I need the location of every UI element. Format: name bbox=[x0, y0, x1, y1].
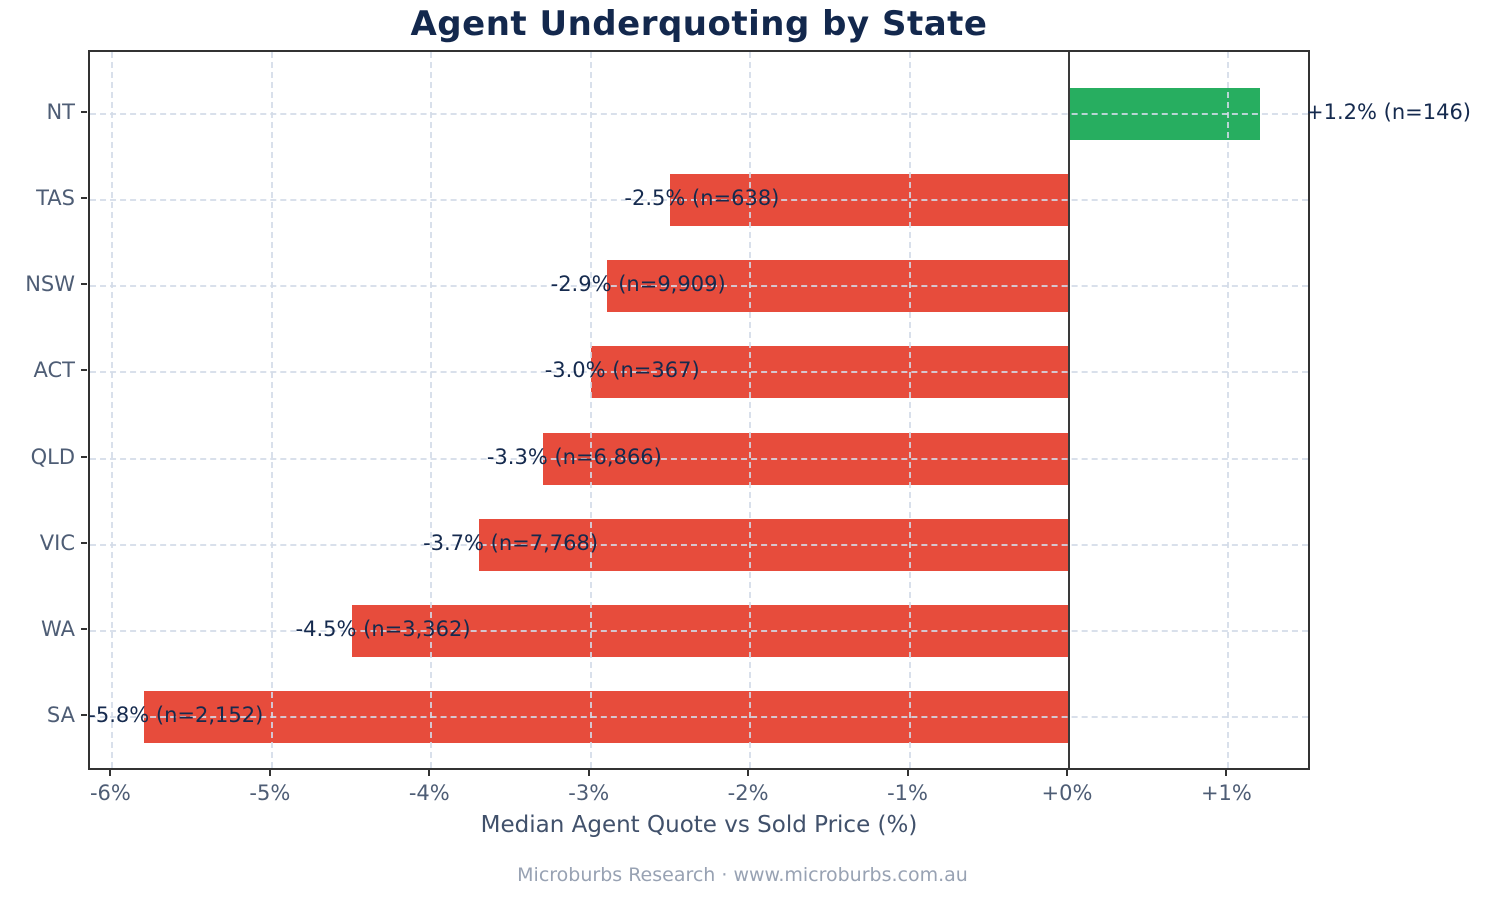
chart-title: Agent Underquoting by State bbox=[410, 4, 988, 44]
y-tick-label-qld: QLD bbox=[30, 444, 75, 469]
y-tick-mark bbox=[81, 455, 87, 458]
y-gridline bbox=[90, 371, 1308, 374]
grid-layer bbox=[90, 52, 1308, 768]
y-tick-label-tas: TAS bbox=[36, 186, 75, 211]
y-gridline bbox=[90, 543, 1308, 546]
x-tick-mark bbox=[428, 770, 431, 776]
x-tick-mark bbox=[587, 770, 590, 776]
bar-value-label-tas: -2.5% (n=638) bbox=[624, 186, 780, 211]
x-tick-label: -1% bbox=[887, 781, 929, 805]
x-gridline bbox=[111, 52, 114, 768]
y-tick-mark bbox=[81, 369, 87, 372]
y-gridline bbox=[90, 629, 1308, 632]
y-gridline bbox=[90, 457, 1308, 460]
x-gridline bbox=[589, 52, 592, 768]
x-tick-mark bbox=[268, 770, 271, 776]
y-tick-label-vic: VIC bbox=[39, 530, 75, 555]
bar-value-label-wa: -4.5% (n=3,362) bbox=[295, 616, 471, 641]
y-tick-mark bbox=[81, 283, 87, 286]
bar-value-label-nsw: -2.9% (n=9,909) bbox=[550, 272, 726, 297]
x-tick-label: +0% bbox=[1041, 781, 1093, 805]
zero-baseline bbox=[1068, 52, 1070, 768]
bar-value-label-vic: -3.7% (n=7,768) bbox=[423, 530, 599, 555]
x-gridline bbox=[1227, 52, 1230, 768]
y-tick-label-nt: NT bbox=[46, 100, 75, 124]
bar-value-label-nt: +1.2% (n=146) bbox=[1306, 100, 1471, 124]
y-gridline bbox=[90, 113, 1308, 115]
x-axis-title: Median Agent Quote vs Sold Price (%) bbox=[480, 812, 918, 838]
y-gridline bbox=[90, 199, 1308, 202]
y-tick-mark bbox=[81, 111, 87, 113]
y-tick-mark bbox=[81, 627, 87, 630]
y-tick-label-act: ACT bbox=[33, 358, 76, 383]
bar-value-label-sa: -5.8% (n=2,152) bbox=[88, 702, 264, 727]
x-gridline bbox=[908, 52, 911, 768]
bar-value-label-qld: -3.3% (n=6,866) bbox=[486, 444, 662, 469]
x-tick-mark bbox=[747, 770, 750, 776]
x-tick-mark bbox=[1225, 770, 1228, 776]
x-gridline bbox=[270, 52, 273, 768]
y-tick-label-wa: WA bbox=[41, 616, 75, 641]
x-tick-label: -4% bbox=[408, 781, 450, 805]
footer-credit: Microburbs Research · www.microburbs.com… bbox=[517, 864, 968, 886]
x-tick-label: -6% bbox=[89, 781, 131, 805]
x-tick-mark bbox=[906, 770, 909, 776]
y-tick-mark bbox=[81, 713, 87, 716]
x-tick-mark bbox=[1066, 770, 1068, 776]
y-tick-label-sa: SA bbox=[46, 702, 75, 727]
x-tick-label: +1% bbox=[1200, 781, 1252, 805]
x-tick-label: -5% bbox=[249, 781, 291, 805]
y-gridline bbox=[90, 285, 1308, 288]
y-gridline bbox=[90, 715, 1308, 718]
bar-value-label-act: -3.0% (n=367) bbox=[544, 358, 700, 383]
x-gridline bbox=[430, 52, 433, 768]
x-tick-label: -3% bbox=[568, 781, 610, 805]
x-gridline bbox=[749, 52, 752, 768]
plot-area bbox=[88, 50, 1310, 770]
x-tick-mark bbox=[109, 770, 112, 776]
y-tick-label-nsw: NSW bbox=[25, 272, 75, 297]
x-tick-label: -2% bbox=[727, 781, 769, 805]
y-tick-mark bbox=[81, 197, 87, 200]
y-tick-mark bbox=[81, 541, 87, 544]
